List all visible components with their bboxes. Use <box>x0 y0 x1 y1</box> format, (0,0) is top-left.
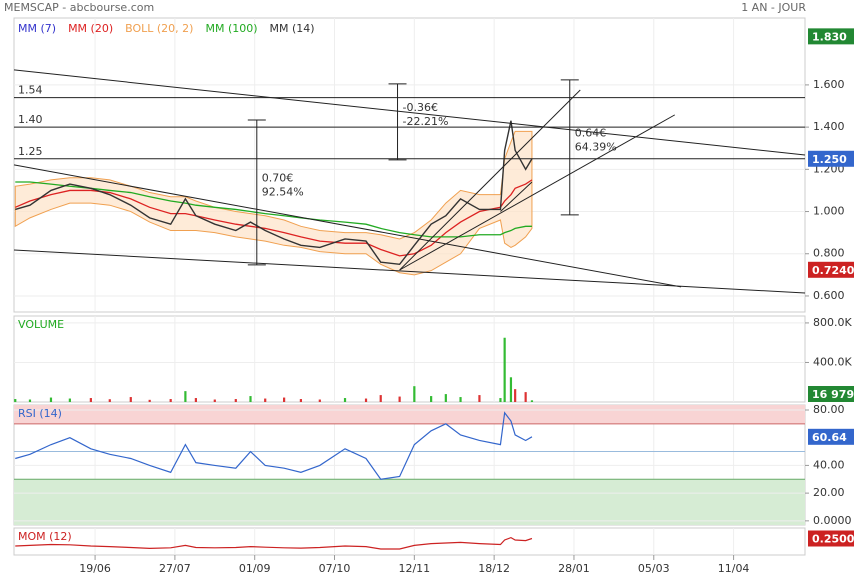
page-title: MEMSCAP - abcbourse.com <box>4 1 154 14</box>
price-marker <box>808 428 854 445</box>
panel-title: MOM (12) <box>18 530 72 543</box>
legend-entry: BOLL (20, 2) <box>125 22 193 35</box>
y-tick-label: 80.00 <box>813 403 845 416</box>
volume-bar <box>430 396 433 402</box>
volume-bar <box>379 395 382 402</box>
level-label: 1.40 <box>18 113 43 126</box>
volume-bar <box>129 397 132 402</box>
volume-bar <box>413 386 416 402</box>
level-label: 1.25 <box>18 145 43 158</box>
level-label: 1.54 <box>18 84 43 97</box>
volume-bar <box>299 399 303 402</box>
legend-entry: MM (20) <box>68 22 113 35</box>
y-tick-label: 1.400 <box>813 120 845 133</box>
price-marker <box>808 530 854 547</box>
volume-bar <box>169 399 172 402</box>
volume-bar <box>108 399 111 402</box>
period: 1 AN - JOUR <box>741 1 806 14</box>
volume-bar <box>28 399 32 402</box>
x-tick-label: 01/09 <box>239 562 271 575</box>
volume-bar <box>249 396 252 402</box>
panel-title: VOLUME <box>18 318 64 331</box>
x-tick-label: 18/12 <box>478 562 510 575</box>
measure-label: -22.21% <box>403 115 449 128</box>
moving-average <box>15 179 533 257</box>
price-marker-label: 1.250 <box>812 153 847 166</box>
trend-line <box>13 164 682 288</box>
volume-bar <box>234 399 237 402</box>
volume-bar <box>89 398 92 402</box>
legend-entry: MM (14) <box>270 22 315 35</box>
price-marker <box>808 150 854 167</box>
y-tick-label: 400.0K <box>813 355 852 368</box>
x-tick-label: 11/04 <box>718 562 750 575</box>
price-marker-label: 60.64 <box>812 431 847 444</box>
y-tick-label: 800.0K <box>813 316 852 329</box>
price-marker <box>808 261 854 278</box>
volume-bar <box>283 397 286 402</box>
price-marker-label: 0.7240 <box>812 264 855 277</box>
volume-bar <box>398 396 401 402</box>
y-tick-label: 1.000 <box>813 205 845 218</box>
price-marker <box>808 28 854 45</box>
measure-label: -0.36€ <box>403 101 438 114</box>
trend-line <box>399 89 581 271</box>
price-marker-label: 0.2500 <box>812 533 855 546</box>
legend-entry: MM (100) <box>205 22 257 35</box>
x-tick-label: 28/01 <box>558 562 590 575</box>
overbought-zone <box>14 405 805 424</box>
indicator-line <box>15 536 533 550</box>
trend-line <box>13 249 806 294</box>
y-tick-label: 20.00 <box>813 486 845 499</box>
measure-label: 0.64€ <box>575 126 607 139</box>
measure-label: 64.39% <box>575 140 617 153</box>
volume-bar <box>503 337 506 402</box>
volume-bar <box>524 392 527 402</box>
trend-line <box>500 181 533 212</box>
volume-bar <box>68 398 71 402</box>
volume-bar <box>444 394 447 402</box>
panel <box>13 527 806 556</box>
y-tick-label: 0.800 <box>813 247 845 260</box>
volume-bar <box>318 399 321 402</box>
x-tick-label: 05/03 <box>638 562 670 575</box>
volume-bar <box>148 399 151 402</box>
y-tick-label: 1.600 <box>813 78 845 91</box>
volume-bar <box>459 397 462 402</box>
volume-bar <box>343 398 347 402</box>
trend-line <box>399 114 676 271</box>
volume-bar <box>213 399 216 402</box>
panel <box>13 315 806 403</box>
volume-bar <box>194 398 197 402</box>
volume-bar <box>478 395 481 402</box>
x-tick-label: 07/10 <box>319 562 351 575</box>
measure-label: 92.54% <box>262 185 304 198</box>
measure-label: 0.70€ <box>262 171 294 184</box>
price-marker-label: 1.830 <box>812 30 847 43</box>
oversold-zone <box>14 479 805 525</box>
price-marker-label: 16 979 <box>812 388 854 401</box>
price-line <box>15 120 533 266</box>
x-tick-label: 19/06 <box>79 562 111 575</box>
volume-bar <box>184 391 187 402</box>
volume-bar <box>49 397 53 402</box>
trend-line <box>13 69 806 156</box>
y-tick-label: 40.00 <box>813 458 845 471</box>
volume-bar <box>499 398 502 402</box>
volume-bar <box>530 400 534 402</box>
x-tick-label: 12/11 <box>398 562 430 575</box>
price-marker <box>808 386 854 402</box>
y-tick-label: 0.0000 <box>813 514 852 527</box>
y-tick-label: 0.600 <box>813 289 845 302</box>
volume-bar <box>509 377 513 402</box>
x-tick-label: 27/07 <box>159 562 191 575</box>
volume-bar <box>264 398 267 402</box>
volume-bar <box>364 398 368 402</box>
legend-entry: MM (7) <box>18 22 56 35</box>
panel-title: RSI (14) <box>18 407 62 420</box>
volume-bar <box>514 389 517 402</box>
volume-bar <box>14 399 17 402</box>
indicator-line <box>15 411 533 480</box>
